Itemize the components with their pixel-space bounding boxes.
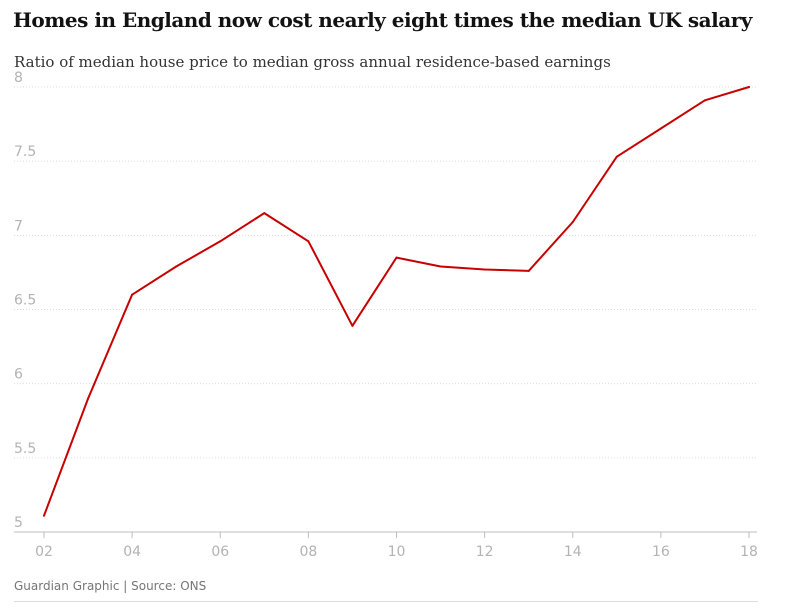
data-point [351,324,354,327]
data-point [395,256,398,259]
y-tick-label: 6.5 [14,293,36,309]
data-point [659,127,662,130]
x-tick-label: 16 [652,544,670,560]
y-tick-label: 5.5 [14,441,36,457]
data-point [527,269,530,272]
data-point [263,212,266,215]
data-point [131,293,134,296]
x-tick-label: 02 [35,544,53,560]
data-point [615,155,618,158]
y-axis: 5 5.5 6 6.5 7 7.5 8 [14,70,36,531]
chart-gridlines [14,86,757,533]
x-tick-label: 04 [123,544,141,560]
x-tick-label: 08 [299,544,317,560]
y-tick-label: 8 [14,70,23,86]
data-point [483,268,486,271]
y-tick-label: 5 [14,515,23,531]
data-point [703,99,706,102]
y-tick-label: 6 [14,367,23,383]
y-tick-label: 7.5 [14,144,36,160]
chart-title: Homes in England now cost nearly eight t… [13,8,752,32]
y-tick-label: 7 [14,218,23,234]
data-point [307,240,310,243]
chart-subtitle: Ratio of median house price to median gr… [14,53,611,71]
data-point [219,240,222,243]
x-tick-label: 18 [740,544,758,560]
data-point [439,265,442,268]
data-point [87,397,90,400]
data-point [748,86,750,88]
x-tick-label: 14 [564,544,582,560]
chart-series [43,86,750,517]
x-axis: 02 04 06 08 10 12 14 16 18 [35,532,758,560]
data-point [43,514,45,517]
series-line [43,86,750,517]
footer-divider [14,601,758,602]
data-point [175,265,178,268]
x-tick-label: 12 [476,544,494,560]
x-tick-label: 06 [211,544,229,560]
source-credit: Guardian Graphic | Source: ONS [14,579,207,593]
data-point [571,220,574,223]
x-tick-label: 10 [388,544,406,560]
